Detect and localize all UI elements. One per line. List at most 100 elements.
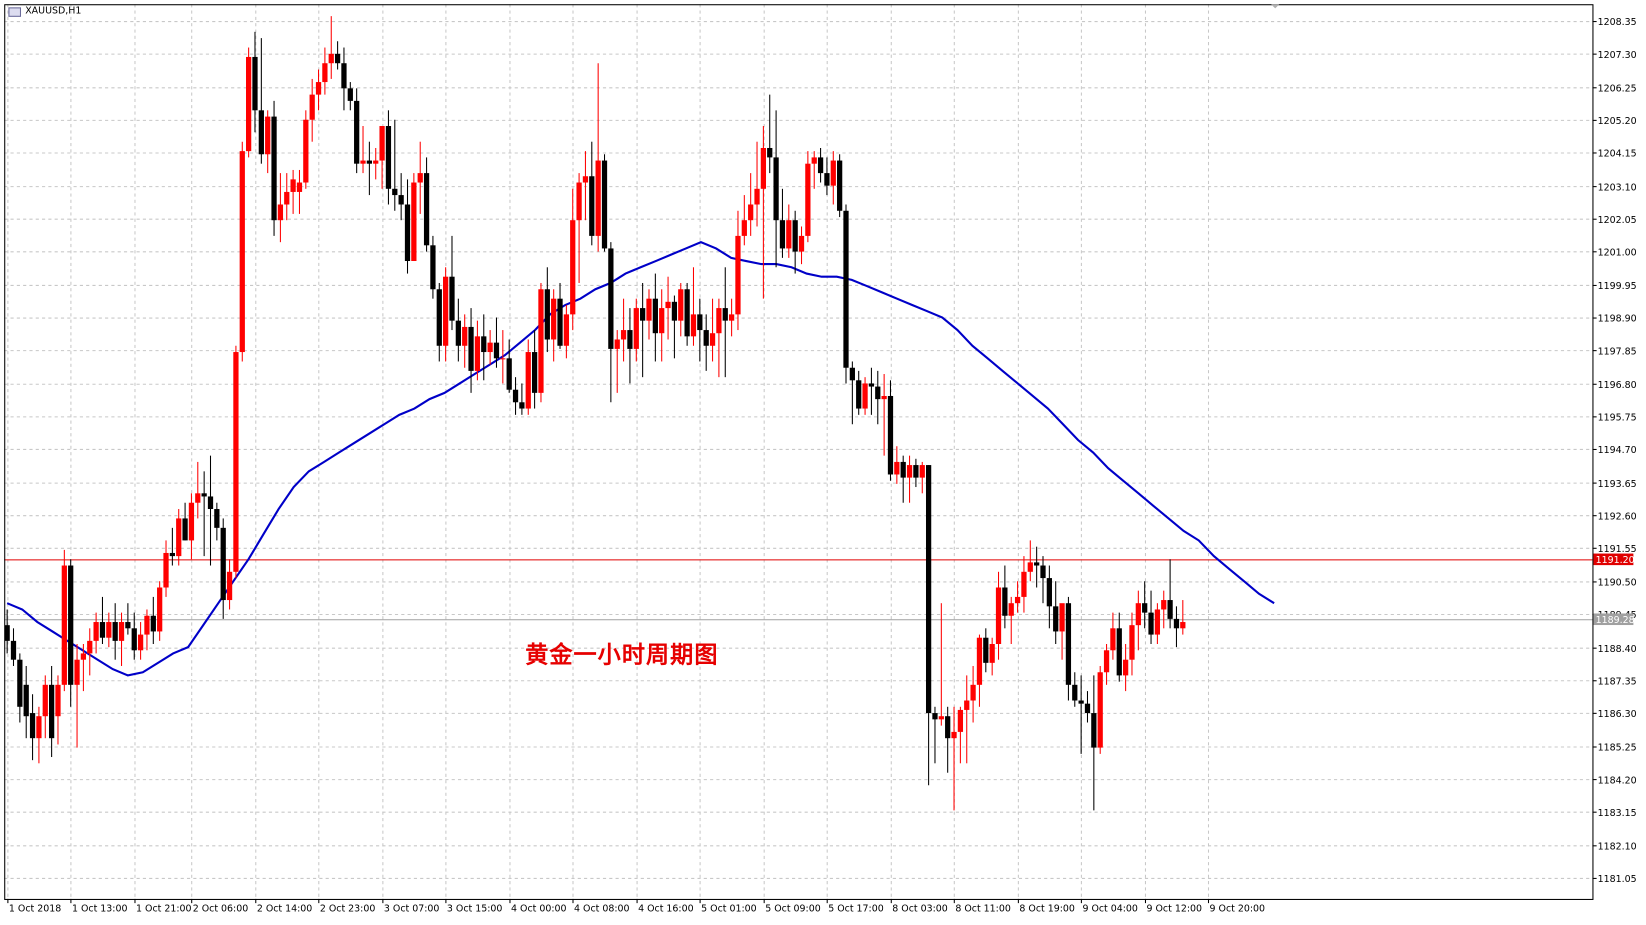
candle-body xyxy=(633,308,639,349)
candle-body xyxy=(881,395,887,400)
candle xyxy=(957,706,964,764)
candle-body xyxy=(354,100,360,164)
candle xyxy=(773,110,779,268)
y-tick-label: 1197.85 xyxy=(1598,346,1637,357)
y-tick-label: 1182.10 xyxy=(1598,842,1637,853)
candle xyxy=(246,47,252,158)
candle xyxy=(4,609,10,654)
candle-body xyxy=(360,160,366,164)
candle xyxy=(805,151,811,243)
candle-body xyxy=(468,326,474,371)
candle xyxy=(544,267,550,353)
candle-body xyxy=(131,628,137,651)
candle xyxy=(1167,559,1173,629)
candle xyxy=(334,41,341,70)
candle xyxy=(493,317,500,368)
candle-body xyxy=(716,308,722,334)
candle xyxy=(582,151,589,221)
price-tag xyxy=(1593,553,1634,566)
candle xyxy=(1110,612,1116,660)
candle-body xyxy=(1091,713,1097,748)
candle-body xyxy=(36,716,42,739)
candle xyxy=(748,173,754,236)
x-tick-label: 2 Oct 14:00 xyxy=(257,904,313,915)
candle-body xyxy=(989,644,995,663)
y-tick-label: 1181.05 xyxy=(1598,874,1637,885)
candle xyxy=(652,273,658,362)
candle-body xyxy=(570,220,576,315)
candle-body xyxy=(296,182,303,192)
candle xyxy=(1154,603,1161,645)
x-tick-label: 1 Oct 2018 xyxy=(9,904,61,915)
candle xyxy=(964,675,970,764)
x-tick-label: 2 Oct 23:00 xyxy=(320,904,376,915)
candle-body xyxy=(919,465,925,478)
candle-body xyxy=(4,625,10,641)
candle-body xyxy=(1084,703,1091,714)
candle-body xyxy=(798,235,805,252)
candle xyxy=(557,282,563,349)
candle xyxy=(284,173,290,221)
candle-body xyxy=(385,126,392,189)
candle-body xyxy=(1135,603,1141,626)
candle xyxy=(671,295,678,359)
time-axis[interactable]: 1 Oct 2018 1 Oct 13:00 1 Oct 21:00 2 Oct 06… xyxy=(7,898,1265,915)
candle-body xyxy=(1161,600,1167,610)
candle xyxy=(157,581,163,641)
candle xyxy=(87,628,93,676)
candle-body xyxy=(1002,587,1008,616)
candle-body xyxy=(322,63,328,83)
y-tick-label: 1203.10 xyxy=(1598,182,1637,193)
shift-marker-icon xyxy=(1270,4,1280,9)
candle-body xyxy=(684,289,690,337)
candle xyxy=(379,126,385,189)
candle xyxy=(792,210,798,274)
candle xyxy=(49,665,55,758)
candle-body xyxy=(646,298,652,321)
candle-body xyxy=(258,110,264,155)
candle xyxy=(894,446,900,484)
candle xyxy=(449,235,455,331)
price-axis[interactable]: 1208.35 1207.30 1206.25 1205.20 1204.15 1203.… xyxy=(1592,17,1637,885)
candle xyxy=(811,151,817,189)
candle xyxy=(1014,581,1021,613)
candle-body xyxy=(531,352,538,393)
candle xyxy=(614,330,620,393)
candle xyxy=(309,78,315,142)
candle xyxy=(741,195,747,246)
candle xyxy=(760,126,767,299)
candle-body xyxy=(315,82,322,95)
candle xyxy=(563,304,570,359)
y-tick-label: 1192.60 xyxy=(1598,511,1637,522)
candle-body xyxy=(957,709,964,732)
candle-body xyxy=(493,342,500,359)
candle-body xyxy=(576,182,582,221)
candle-body xyxy=(1167,600,1173,619)
candle xyxy=(462,314,468,368)
candle-body xyxy=(1154,609,1161,635)
y-tick-label: 1206.25 xyxy=(1598,83,1637,94)
candle-body xyxy=(10,640,17,660)
x-tick-label: 9 Oct 12:00 xyxy=(1147,904,1203,915)
candle xyxy=(506,339,512,393)
candle-body xyxy=(506,358,512,390)
candle xyxy=(843,204,849,384)
candle xyxy=(983,628,989,673)
candle xyxy=(512,377,519,415)
candle-body xyxy=(678,289,684,321)
y-tick-label: 1194.70 xyxy=(1598,445,1637,456)
candle-body xyxy=(303,119,309,183)
candle-body xyxy=(341,63,347,89)
candle xyxy=(900,455,906,503)
candle-body xyxy=(265,116,271,155)
candle-body xyxy=(938,716,944,720)
candle-body xyxy=(900,461,906,478)
candle-body xyxy=(512,389,519,403)
x-tick-label: 4 Oct 00:00 xyxy=(511,904,567,915)
candle-body xyxy=(61,565,67,685)
y-tick-label: 1193.65 xyxy=(1598,479,1637,490)
candle xyxy=(150,596,156,645)
candle-body xyxy=(112,622,118,641)
candle xyxy=(684,282,690,346)
